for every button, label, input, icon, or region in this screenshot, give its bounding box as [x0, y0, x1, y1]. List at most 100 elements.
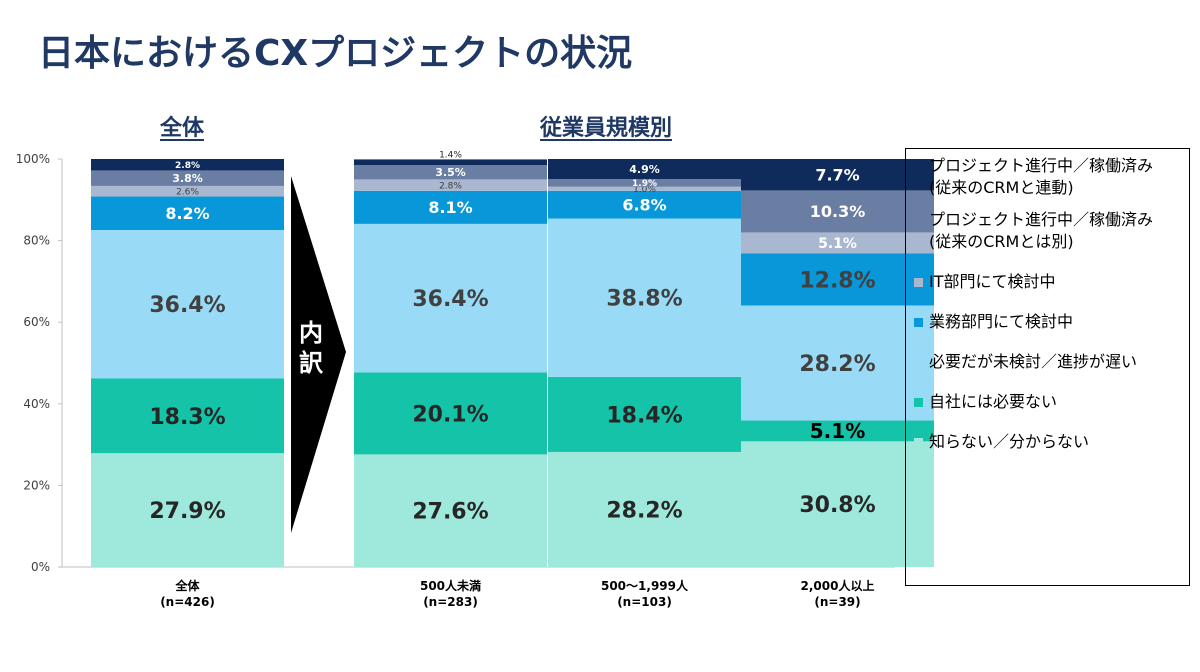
bar-value-label: 27.9% — [149, 499, 225, 524]
bar-segment — [548, 159, 741, 179]
legend-item: 自社には必要ない — [912, 391, 1183, 413]
legend-swatch — [914, 318, 923, 327]
breakdown-arrow-label: 内訳 — [296, 318, 326, 378]
legend-swatch — [914, 438, 923, 447]
bar-segment — [548, 451, 741, 567]
bar-value-label: 28.2% — [799, 352, 875, 377]
bar-value-label: 30.8% — [799, 493, 875, 518]
bar-segment — [354, 179, 547, 191]
bar-value-label: 1.0% — [633, 185, 656, 195]
x-category-label: 全体 (n=426) — [113, 578, 263, 610]
bar-segment — [91, 229, 284, 379]
bar-value-label: 2.6% — [176, 187, 199, 197]
x-category-label: 500〜1,999人 (n=103) — [570, 578, 720, 610]
x-category-label: 500人未満 (n=283) — [376, 578, 526, 610]
legend-item: 必要だが未検討／進捗が遅い — [912, 351, 1183, 373]
bar-value-label: 12.8% — [799, 268, 875, 293]
bar-segment — [741, 232, 934, 254]
bar-segment — [741, 305, 934, 421]
bar-segment — [741, 441, 934, 567]
category-name: 500〜1,999人 — [600, 579, 688, 593]
legend-item: プロジェクト進行中／稼働済み (従来のCRMと連動) — [912, 155, 1183, 199]
arrow-label-char: 訳 — [299, 349, 323, 377]
bar-segment — [548, 190, 741, 219]
bar-value-label: 1.4% — [439, 150, 462, 160]
bar-segment — [741, 420, 934, 442]
category-sample-size: (n=103) — [617, 595, 672, 609]
bar-segment — [354, 454, 547, 567]
y-tick-label: 80% — [23, 234, 50, 248]
x-category-label: 2,000人以上 (n=39) — [763, 578, 913, 610]
bar-segment — [741, 190, 934, 233]
bar-value-label: 18.3% — [149, 405, 225, 430]
bar-value-label: 1.9% — [632, 179, 657, 189]
bar-value-label: 8.1% — [428, 198, 472, 217]
bar-segment — [91, 159, 284, 171]
legend-label: 自社には必要ない — [929, 392, 1058, 411]
y-tick-label: 100% — [16, 152, 50, 166]
bar-value-label: 3.5% — [435, 166, 466, 179]
legend-label: 必要だが未検討／進捗が遅い — [929, 352, 1138, 371]
bar-value-label: 4.9% — [629, 163, 660, 176]
legend-swatch — [914, 216, 923, 225]
legend-label: プロジェクト進行中／稼働済み (従来のCRMとは別) — [929, 210, 1154, 251]
legend-item: プロジェクト進行中／稼働済み (従来のCRMとは別) — [912, 209, 1183, 253]
bar-segment — [548, 376, 741, 452]
bar-value-label: 8.2% — [165, 204, 209, 223]
page-title: 日本におけるCXプロジェクトの状況 — [38, 33, 633, 74]
bar-value-label: 2.8% — [175, 161, 200, 171]
breakdown-arrow-shape — [291, 176, 346, 533]
bar-segment — [354, 165, 547, 180]
y-tick-label: 20% — [23, 478, 50, 492]
employee-scale-group-title: 従業員規模別 — [540, 116, 673, 141]
bar-segment — [741, 253, 934, 306]
bar-value-label: 18.4% — [606, 403, 682, 428]
bar-value-label: 5.1% — [810, 419, 865, 443]
category-name: 2,000人以上 — [800, 579, 875, 593]
bar-segment — [548, 178, 741, 187]
bar-value-label: 2.8% — [439, 181, 462, 191]
bar-segment — [91, 170, 284, 186]
bar-value-label: 38.8% — [606, 287, 682, 312]
bar-value-label: 7.7% — [815, 165, 859, 184]
bar-segment — [548, 218, 741, 377]
legend-swatch — [914, 278, 923, 287]
bar-value-label: 28.2% — [606, 498, 682, 523]
legend-item: IT部門にて検討中 — [912, 271, 1183, 293]
overall-group-title: 全体 — [160, 116, 205, 141]
bar-value-label: 6.8% — [622, 195, 666, 214]
category-sample-size: (n=426) — [160, 595, 215, 609]
legend-label: 業務部門にて検討中 — [929, 312, 1074, 331]
bar-value-label: 36.4% — [412, 287, 488, 312]
y-tick-label: 40% — [23, 397, 50, 411]
bar-segment — [91, 185, 284, 197]
bar-segment — [354, 159, 547, 166]
bar-segment — [741, 159, 934, 191]
bar-segment — [91, 196, 284, 230]
arrow-label-char: 内 — [299, 319, 323, 347]
bar-value-label: 10.3% — [810, 202, 866, 221]
legend-item: 業務部門にて検討中 — [912, 311, 1183, 333]
y-tick-label: 60% — [23, 315, 50, 329]
legend-label: IT部門にて検討中 — [929, 272, 1056, 291]
legend-item: 知らない／分からない — [912, 431, 1183, 453]
bar-value-label: 27.6% — [412, 500, 488, 525]
bar-segment — [91, 378, 284, 454]
legend-swatch — [914, 162, 923, 171]
category-sample-size: (n=39) — [814, 595, 861, 609]
bar-value-label: 20.1% — [412, 402, 488, 427]
bar-segment — [354, 190, 547, 224]
bar-value-label: 5.1% — [818, 236, 857, 252]
bar-segment — [91, 453, 284, 567]
legend-label: プロジェクト進行中／稼働済み (従来のCRMと連動) — [929, 156, 1154, 197]
legend-swatch — [914, 398, 923, 407]
category-name: 全体 — [175, 579, 200, 593]
bar-value-label: 36.4% — [149, 293, 225, 318]
bar-segment — [354, 372, 547, 455]
bar-segment — [354, 223, 547, 373]
legend-swatch — [914, 358, 923, 367]
category-sample-size: (n=283) — [423, 595, 478, 609]
bar-value-label: 3.8% — [172, 172, 203, 185]
bar-segment — [548, 186, 741, 191]
